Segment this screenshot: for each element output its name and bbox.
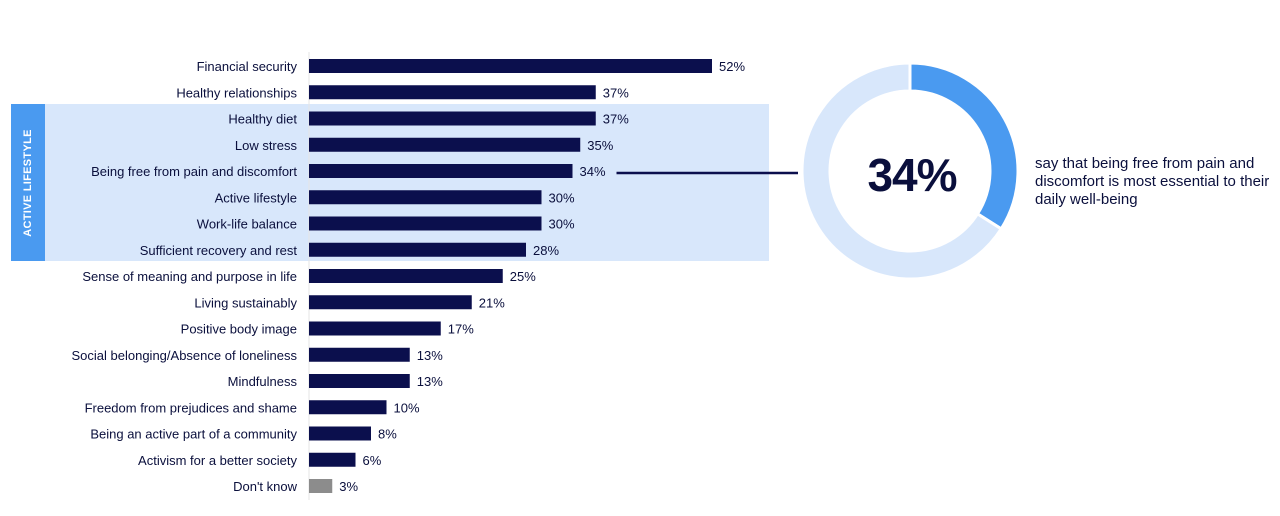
value-label: 13% (417, 374, 443, 389)
value-label: 21% (479, 295, 505, 310)
category-label: Work-life balance (197, 217, 297, 232)
bar (309, 400, 387, 415)
category-label: Low stress (235, 138, 298, 153)
category-label: Living sustainably (194, 295, 297, 310)
category-label: Financial security (197, 59, 298, 74)
value-label: 6% (363, 453, 382, 468)
category-label: Activism for a better society (138, 453, 297, 468)
highlight-band (11, 104, 769, 261)
category-label: Mindfulness (228, 374, 298, 389)
value-label: 34% (580, 164, 606, 179)
callout-text: say that being free from pain and discom… (1035, 155, 1270, 208)
bar (309, 452, 356, 467)
callout-layer (616, 61, 1020, 281)
callout-percentage: 34% (867, 149, 957, 201)
value-label: 35% (587, 138, 613, 153)
bars-layer: Financial security 52% Healthy relationshi… (72, 52, 745, 500)
value-label: 37% (603, 85, 629, 100)
category-label: Social belonging/Absence of loneliness (72, 348, 298, 363)
value-label: 30% (549, 217, 575, 232)
value-label: 25% (510, 269, 536, 284)
value-label: 17% (448, 322, 474, 337)
value-label: 13% (417, 348, 443, 363)
category-label: Being an active part of a community (90, 427, 297, 442)
bar (309, 374, 410, 388)
category-label: Sense of meaning and purpose in life (82, 269, 297, 284)
category-label: Being free from pain and discomfort (91, 164, 297, 179)
category-label: Healthy relationships (176, 85, 297, 100)
bar (309, 242, 526, 257)
value-label: 28% (533, 243, 559, 258)
value-label: 10% (394, 400, 420, 415)
category-label: Active lifestyle (215, 190, 297, 205)
bar (309, 216, 542, 231)
bar (309, 59, 712, 73)
category-label: Healthy diet (228, 112, 297, 127)
value-label: 3% (339, 479, 358, 494)
bar (309, 111, 596, 126)
bar (309, 347, 410, 362)
bar (309, 164, 573, 178)
category-label: Don't know (233, 479, 298, 494)
bar (309, 295, 472, 310)
donut-segment-filled (908, 61, 1020, 231)
category-label: Positive body image (181, 322, 297, 337)
category-label: Freedom from prejudices and shame (85, 400, 297, 415)
value-label: 52% (719, 59, 745, 74)
value-label: 30% (549, 190, 575, 205)
bar (309, 321, 441, 336)
donut-segment-remaining (800, 61, 1004, 281)
highlight-tab (11, 104, 45, 261)
value-label: 37% (603, 112, 629, 127)
bar (309, 479, 333, 493)
bar (309, 85, 596, 100)
value-label: 8% (378, 427, 397, 442)
bar (309, 426, 371, 441)
bar (309, 137, 581, 152)
bar (309, 190, 542, 205)
bar (309, 269, 503, 283)
category-label: Sufficient recovery and rest (140, 243, 298, 258)
